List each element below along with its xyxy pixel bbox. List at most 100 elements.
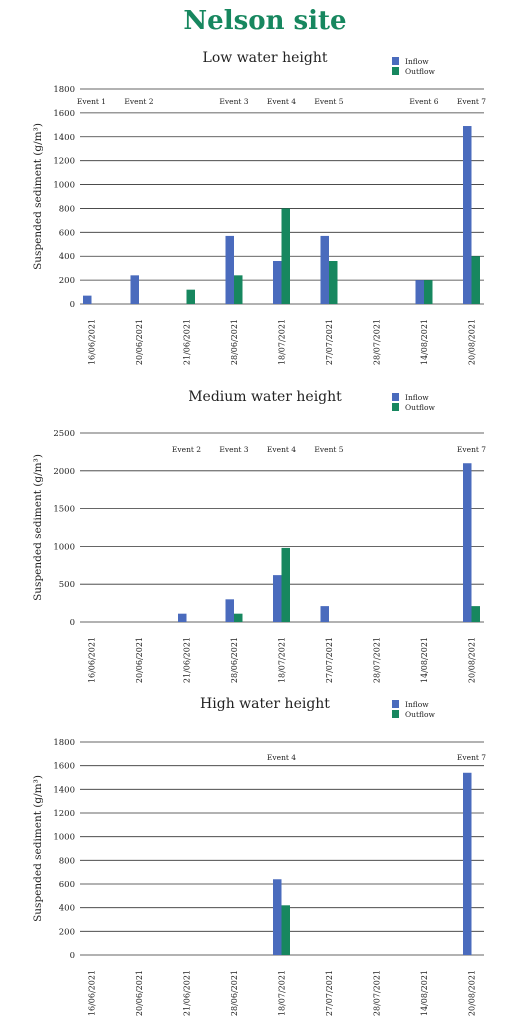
bar-outflow-27-07-2021: [329, 261, 338, 304]
legend-label-outflow: Outflow: [405, 67, 436, 76]
event-label: Event 4: [267, 97, 296, 106]
bar-inflow-20-08-2021: [463, 463, 472, 622]
x-tick-label: 20/06/2021: [135, 970, 144, 1016]
y-tick-label: 1600: [53, 109, 75, 119]
bar-inflow-27-07-2021: [320, 606, 329, 622]
y-tick-label: 1000: [53, 833, 75, 843]
y-axis-label: Suspended sediment (g/m³): [32, 454, 44, 601]
legend-swatch-inflow: [392, 700, 399, 708]
x-tick-label: 18/07/2021: [278, 970, 287, 1016]
x-tick-label: 28/06/2021: [230, 970, 239, 1016]
bar-outflow-18-07-2021: [281, 905, 290, 955]
event-label: Event 7: [457, 753, 486, 762]
y-tick-label: 600: [59, 880, 75, 890]
y-tick-label: 0: [70, 300, 75, 310]
bar-inflow-20-06-2021: [130, 275, 139, 304]
legend-swatch-outflow: [392, 710, 399, 718]
event-label: Event 4: [267, 445, 296, 454]
x-tick-label: 28/07/2021: [373, 637, 382, 683]
x-tick-label: 14/08/2021: [420, 637, 429, 683]
bar-inflow-16-06-2021: [83, 295, 92, 304]
event-label: Event 3: [219, 97, 248, 106]
y-tick-label: 200: [59, 276, 75, 286]
x-tick-label: 27/07/2021: [325, 970, 334, 1016]
x-tick-label: 20/06/2021: [135, 319, 144, 365]
y-tick-label: 500: [59, 580, 75, 590]
bar-outflow-21-06-2021: [186, 289, 195, 304]
y-tick-label: 800: [59, 856, 75, 866]
x-tick-label: 27/07/2021: [325, 637, 334, 683]
event-label: Event 5: [314, 445, 343, 454]
x-tick-label: 14/08/2021: [420, 970, 429, 1016]
event-label: Event 7: [457, 445, 486, 454]
bar-inflow-20-08-2021: [463, 772, 472, 955]
x-tick-label: 21/06/2021: [183, 319, 192, 365]
y-tick-label: 200: [59, 927, 75, 937]
bar-inflow-28-06-2021: [225, 599, 234, 622]
y-tick-label: 0: [70, 951, 75, 961]
bar-inflow-14-08-2021: [415, 280, 424, 304]
legend-label-outflow: Outflow: [405, 403, 436, 412]
y-tick-label: 1200: [53, 157, 75, 167]
bar-inflow-20-08-2021: [463, 126, 472, 305]
event-label: Event 5: [314, 97, 343, 106]
x-tick-label: 21/06/2021: [183, 637, 192, 683]
legend-label-inflow: Inflow: [405, 393, 429, 402]
event-label: Event 7: [457, 97, 486, 106]
x-tick-label: 20/08/2021: [468, 637, 477, 683]
x-tick-label: 27/07/2021: [325, 319, 334, 365]
bar-outflow-18-07-2021: [281, 208, 290, 304]
y-tick-label: 1800: [53, 738, 75, 748]
chart-title: Low water height: [203, 50, 328, 66]
y-tick-label: 1000: [53, 542, 75, 552]
bar-outflow-28-06-2021: [234, 613, 243, 622]
bar-outflow-28-06-2021: [234, 275, 243, 304]
bar-outflow-18-07-2021: [281, 547, 290, 622]
event-label: Event 6: [409, 97, 438, 106]
legend-swatch-outflow: [392, 403, 399, 411]
x-tick-label: 28/06/2021: [230, 637, 239, 683]
legend-label-inflow: Inflow: [405, 57, 429, 66]
bar-inflow-27-07-2021: [320, 235, 329, 304]
y-tick-label: 1200: [53, 809, 75, 819]
x-tick-label: 21/06/2021: [183, 970, 192, 1016]
event-label: Event 2: [172, 445, 201, 454]
x-tick-label: 16/06/2021: [88, 970, 97, 1016]
x-tick-label: 28/06/2021: [230, 319, 239, 365]
chart-title: Medium water height: [188, 389, 342, 405]
bar-inflow-18-07-2021: [273, 261, 282, 304]
event-label: Event 1: [77, 97, 106, 106]
chart-title: High water height: [200, 696, 330, 712]
y-axis-label: Suspended sediment (g/m³): [32, 123, 44, 270]
legend-swatch-inflow: [392, 393, 399, 401]
y-tick-label: 1500: [53, 505, 75, 515]
x-tick-label: 14/08/2021: [420, 319, 429, 365]
bar-inflow-18-07-2021: [273, 575, 282, 622]
y-tick-label: 1400: [53, 133, 75, 143]
event-label: Event 2: [124, 97, 153, 106]
legend-swatch-outflow: [392, 67, 399, 75]
x-tick-label: 16/06/2021: [88, 319, 97, 365]
event-label: Event 4: [267, 753, 296, 762]
y-tick-label: 800: [59, 204, 75, 214]
bar-outflow-20-08-2021: [471, 256, 480, 304]
y-tick-label: 1400: [53, 785, 75, 795]
y-tick-label: 400: [59, 252, 75, 262]
y-tick-label: 400: [59, 904, 75, 914]
y-tick-label: 1800: [53, 85, 75, 95]
page-title: Nelson site: [183, 6, 347, 36]
y-tick-label: 2000: [53, 467, 75, 477]
y-tick-label: 2500: [53, 429, 75, 439]
x-tick-label: 18/07/2021: [278, 637, 287, 683]
x-tick-label: 28/07/2021: [373, 970, 382, 1016]
event-label: Event 3: [219, 445, 248, 454]
y-tick-label: 1000: [53, 181, 75, 191]
y-tick-label: 600: [59, 228, 75, 238]
y-tick-label: 0: [70, 618, 75, 628]
bar-inflow-18-07-2021: [273, 879, 282, 955]
bar-outflow-14-08-2021: [424, 280, 433, 304]
legend-label-outflow: Outflow: [405, 710, 436, 719]
